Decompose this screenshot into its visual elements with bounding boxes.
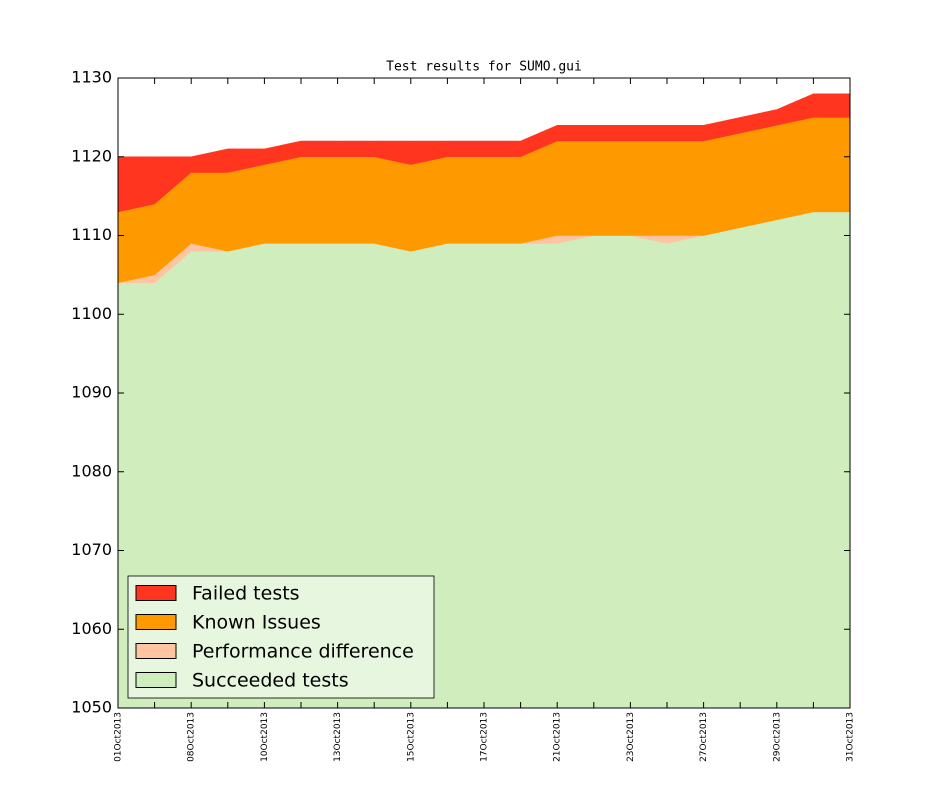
x-tick-label: 13Oct2013 [333, 712, 343, 762]
y-tick-label: 1130 [71, 68, 112, 87]
legend-swatch [135, 643, 177, 659]
x-tick-label: 31Oct2013 [846, 712, 856, 762]
legend-swatch [135, 585, 177, 601]
legend-label: Failed tests [192, 583, 300, 605]
legend-label: Performance difference [192, 641, 414, 663]
y-tick-label: 1120 [71, 146, 112, 165]
y-tick-label: 1060 [71, 619, 112, 638]
x-tick-label: 29Oct2013 [772, 712, 782, 762]
y-tick-label: 1100 [71, 304, 112, 323]
x-tick-label: 15Oct2013 [406, 712, 416, 762]
y-tick-label: 1110 [71, 225, 112, 244]
area [118, 93, 850, 213]
legend-label: Succeeded tests [192, 670, 349, 692]
x-tick-label: 10Oct2013 [260, 712, 270, 762]
y-tick-label: 1090 [71, 383, 112, 402]
y-tick-label: 1070 [71, 540, 112, 559]
legend-swatch [135, 672, 177, 688]
y-tick-label: 1080 [71, 461, 112, 480]
legend-box [127, 575, 435, 699]
x-tick-label: 08Oct2013 [187, 712, 197, 762]
x-tick-label: 17Oct2013 [480, 712, 490, 762]
legend-label: Known Issues [192, 612, 321, 634]
chart-title: Test results for SUMO.gui [386, 60, 582, 75]
x-tick-label: 27Oct2013 [699, 712, 709, 762]
legend-swatch [135, 614, 177, 630]
y-tick-label: 1050 [71, 698, 112, 717]
x-tick-label: 23Oct2013 [626, 712, 636, 762]
x-tick-label: 01Oct2013 [114, 712, 124, 762]
x-tick-label: 21Oct2013 [553, 712, 563, 762]
